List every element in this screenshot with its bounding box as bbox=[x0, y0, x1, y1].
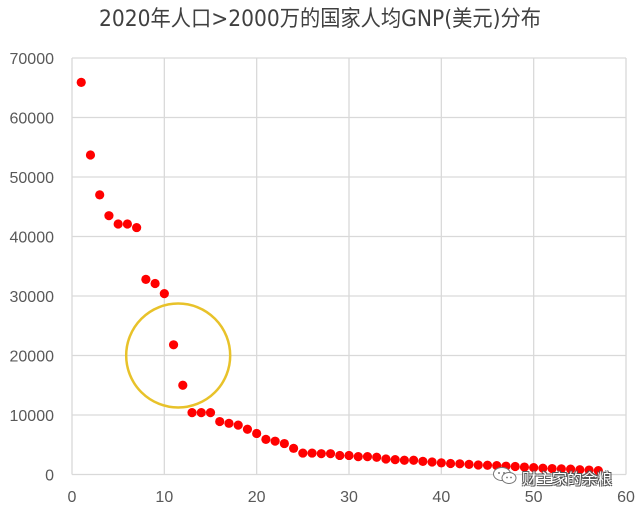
y-tick-label: 60000 bbox=[10, 111, 55, 128]
highlight-circle bbox=[124, 302, 232, 409]
data-point bbox=[529, 463, 539, 473]
x-tick-label: 10 bbox=[155, 489, 173, 506]
data-point bbox=[233, 420, 243, 430]
data-point bbox=[141, 274, 151, 284]
data-point bbox=[242, 424, 253, 434]
data-point bbox=[455, 459, 465, 469]
data-point bbox=[85, 150, 96, 160]
data-point bbox=[593, 466, 603, 476]
y-tick-label: 20000 bbox=[10, 349, 55, 366]
data-point bbox=[436, 458, 446, 468]
y-tick-label: 40000 bbox=[10, 230, 55, 247]
data-point bbox=[289, 443, 299, 453]
data-point bbox=[252, 428, 262, 439]
data-point bbox=[575, 465, 585, 475]
data-point bbox=[538, 463, 548, 473]
data-point bbox=[399, 455, 409, 465]
watermark: 财主家的余粮 bbox=[492, 466, 612, 490]
highlight-circle-shape bbox=[124, 302, 232, 409]
chart-title: 2020年人口>2000万的国家人均GNP(美元)分布 bbox=[99, 7, 541, 32]
data-point bbox=[381, 454, 391, 464]
data-points bbox=[76, 77, 603, 476]
data-point bbox=[316, 449, 326, 459]
x-axis-ticks: 0 10 20 30 40 50 60 bbox=[68, 489, 635, 506]
data-point bbox=[427, 457, 437, 467]
data-point bbox=[95, 190, 105, 200]
x-tick-label: 60 bbox=[617, 489, 635, 506]
x-tick-label: 30 bbox=[340, 489, 358, 506]
data-point bbox=[510, 461, 520, 472]
data-point bbox=[362, 452, 373, 462]
data-point bbox=[132, 222, 142, 233]
y-tick-label: 70000 bbox=[10, 51, 55, 68]
x-tick-label: 20 bbox=[248, 489, 266, 506]
data-point bbox=[372, 452, 382, 462]
data-point bbox=[519, 462, 530, 472]
data-point bbox=[122, 219, 132, 229]
data-point bbox=[270, 436, 280, 446]
data-point bbox=[224, 418, 234, 428]
data-point bbox=[196, 408, 206, 418]
data-point bbox=[76, 77, 86, 87]
data-point bbox=[178, 380, 188, 390]
x-tick-label: 50 bbox=[525, 489, 543, 506]
data-point bbox=[261, 434, 271, 444]
data-point bbox=[113, 219, 123, 229]
data-point bbox=[473, 460, 483, 470]
data-point bbox=[159, 289, 169, 299]
data-point bbox=[353, 452, 363, 462]
data-point bbox=[205, 408, 216, 418]
data-point bbox=[307, 448, 317, 458]
data-point bbox=[298, 448, 308, 458]
y-tick-label: 0 bbox=[45, 468, 54, 485]
x-tick-label: 40 bbox=[432, 489, 450, 506]
x-tick-label: 0 bbox=[68, 489, 77, 506]
gridlines bbox=[71, 57, 627, 476]
data-point bbox=[335, 450, 345, 461]
data-point bbox=[482, 460, 493, 470]
y-tick-label: 30000 bbox=[10, 289, 55, 306]
data-point bbox=[556, 464, 566, 474]
data-point bbox=[150, 278, 160, 289]
watermark-text: 财主家的余粮 bbox=[522, 469, 613, 488]
data-point bbox=[344, 450, 354, 461]
data-point bbox=[566, 464, 576, 474]
data-point bbox=[418, 456, 428, 467]
data-point bbox=[464, 459, 474, 469]
data-point bbox=[445, 458, 456, 469]
data-point bbox=[547, 463, 557, 474]
wechat-icon bbox=[492, 466, 518, 490]
data-point bbox=[215, 416, 225, 427]
data-point bbox=[390, 455, 400, 465]
data-point bbox=[409, 455, 419, 465]
y-tick-label: 10000 bbox=[10, 408, 55, 425]
data-point bbox=[168, 340, 179, 350]
data-point bbox=[104, 211, 114, 221]
y-axis-ticks: 0 10000 20000 30000 40000 50000 60000 70000 bbox=[10, 51, 55, 485]
data-point bbox=[279, 438, 289, 449]
data-point bbox=[187, 408, 197, 418]
data-point bbox=[325, 449, 336, 459]
y-tick-label: 50000 bbox=[10, 170, 55, 187]
data-point bbox=[584, 465, 594, 475]
